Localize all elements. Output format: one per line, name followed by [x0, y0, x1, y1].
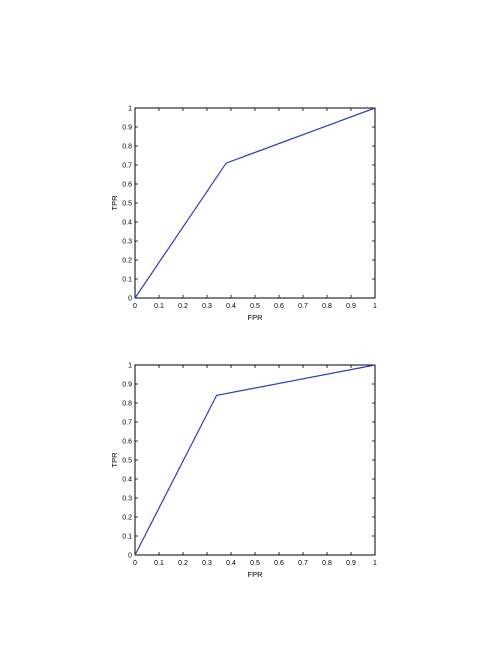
- y-tick-label: 0.5: [122, 201, 132, 208]
- x-tick-label: 0.7: [298, 303, 308, 310]
- plot-area: [134, 107, 376, 299]
- x-tick-label: 0.2: [178, 560, 188, 567]
- x-tick-label: 0.3: [202, 303, 212, 310]
- x-tick-label: 0.9: [346, 560, 356, 567]
- y-tick-label: 0.5: [122, 458, 132, 465]
- y-tick-label: 0.3: [122, 239, 132, 246]
- x-tick-label: 0.8: [322, 303, 332, 310]
- y-tick-label: 0.7: [122, 420, 132, 427]
- x-tick-label: 1: [373, 303, 377, 310]
- tick-marks: [134, 364, 376, 556]
- plot-area: [134, 364, 376, 556]
- x-tick-label: 0.4: [226, 303, 236, 310]
- y-tick-label: 0.9: [122, 125, 132, 132]
- y-tick-label: 0.1: [122, 534, 132, 541]
- y-axis-label: TPR: [110, 195, 119, 211]
- y-tick-label: 0.9: [122, 382, 132, 389]
- y-tick-label: 0.6: [122, 439, 132, 446]
- tick-marks: [134, 107, 376, 299]
- y-tick-label: 0.4: [122, 220, 132, 227]
- x-tick-label: 0.5: [250, 560, 260, 567]
- x-tick-label: 0.6: [274, 560, 284, 567]
- y-tick-label: 0.1: [122, 277, 132, 284]
- y-tick-label: 0.8: [122, 144, 132, 151]
- roc-curve-line: [134, 107, 376, 299]
- y-tick-label: 1: [128, 363, 132, 370]
- y-tick-label: 0.7: [122, 163, 132, 170]
- y-tick-label: 0.3: [122, 496, 132, 503]
- y-tick-label: 0.8: [122, 401, 132, 408]
- y-tick-labels: 0 0.1 0.2 0.3 0.4 0.5 0.6 0.7 0.8 0.9 1: [122, 363, 132, 560]
- y-tick-label: 0.2: [122, 515, 132, 522]
- x-tick-label: 0.2: [178, 303, 188, 310]
- y-tick-label: 0.4: [122, 477, 132, 484]
- x-tick-labels: 0 0.1 0.2 0.3 0.4 0.5 0.6 0.7 0.8 0.9 1: [133, 560, 377, 567]
- x-tick-label: 0.4: [226, 560, 236, 567]
- x-axis-label: FPR: [248, 313, 264, 322]
- y-tick-label: 0: [128, 553, 132, 560]
- roc-curve-line: [134, 364, 376, 556]
- x-tick-label: 0.1: [154, 303, 164, 310]
- x-tick-label: 0.9: [346, 303, 356, 310]
- y-tick-label: 0: [128, 296, 132, 303]
- x-tick-label: 0.6: [274, 303, 284, 310]
- x-tick-label: 0.7: [298, 560, 308, 567]
- y-tick-label: 0.2: [122, 258, 132, 265]
- x-tick-label: 0: [133, 303, 137, 310]
- y-tick-label: 1: [128, 106, 132, 113]
- x-tick-labels: 0 0.1 0.2 0.3 0.4 0.5 0.6 0.7 0.8 0.9 1: [133, 303, 377, 310]
- y-axis-label: TPR: [110, 452, 119, 468]
- x-tick-label: 0.5: [250, 303, 260, 310]
- roc-chart-2: 0 0.1 0.2 0.3 0.4 0.5 0.6 0.7 0.8 0.9 1 0 0.1 0.2 0.3…: [110, 363, 377, 580]
- x-tick-label: 0: [133, 560, 137, 567]
- y-tick-label: 0.6: [122, 182, 132, 189]
- x-tick-label: 0.8: [322, 560, 332, 567]
- x-axis-label: FPR: [248, 570, 264, 579]
- y-tick-labels: 0 0.1 0.2 0.3 0.4 0.5 0.6 0.7 0.8 0.9 1: [122, 106, 132, 303]
- x-tick-label: 0.1: [154, 560, 164, 567]
- x-tick-label: 1: [373, 560, 377, 567]
- x-tick-label: 0.3: [202, 560, 212, 567]
- roc-chart-1: 0 0.1 0.2 0.3 0.4 0.5 0.6 0.7 0.8 0.9 1 0 0.1 0.2 0.3…: [110, 106, 377, 323]
